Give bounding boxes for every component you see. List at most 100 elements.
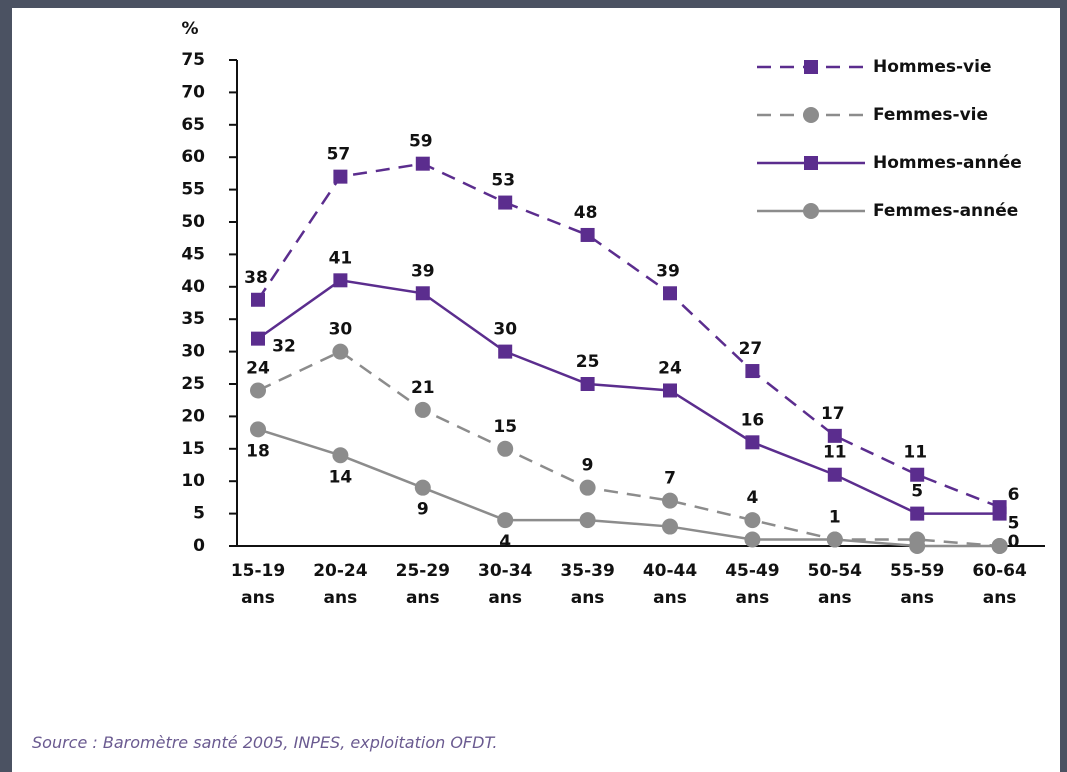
data-label: 30	[329, 320, 353, 340]
marker	[333, 169, 348, 184]
legend-label: Hommes-vie	[873, 57, 991, 77]
marker	[744, 512, 761, 529]
series-line	[257, 279, 1000, 515]
data-label: 7	[664, 469, 676, 489]
marker	[415, 286, 430, 301]
y-tick-label: 10	[181, 471, 205, 491]
x-tick-label: 35-39 ans	[560, 561, 615, 608]
data-label: 1	[829, 508, 841, 528]
x-tick-label: 55-59 ans	[890, 561, 945, 608]
data-label: 24	[658, 358, 682, 378]
y-tick-label: 25	[181, 374, 205, 394]
marker	[909, 538, 926, 554]
x-tick-label: 20-24 ans	[313, 561, 368, 608]
data-label: 9	[582, 456, 594, 476]
y-tick-label: 70	[181, 82, 205, 102]
y-tick-label: 5	[193, 504, 205, 524]
y-tick-label: 20	[181, 406, 205, 426]
legend-marker	[804, 60, 818, 74]
x-tick-label: 50-54 ans	[807, 561, 862, 608]
series-line	[257, 428, 1000, 548]
data-label: 0	[1008, 532, 1020, 552]
marker	[662, 492, 678, 509]
marker	[910, 506, 925, 521]
marker	[579, 479, 596, 496]
marker	[910, 467, 925, 482]
y-tick-label: 30	[181, 342, 205, 362]
marker	[498, 344, 513, 359]
data-label: 27	[739, 339, 763, 359]
data-label: 14	[329, 467, 353, 487]
data-label: 16	[741, 410, 765, 430]
data-label: 39	[411, 261, 435, 281]
marker	[745, 435, 760, 450]
marker	[498, 195, 513, 210]
marker	[497, 512, 514, 529]
y-tick-label: 65	[181, 115, 205, 135]
marker	[414, 401, 431, 418]
series-line	[256, 162, 1001, 509]
marker	[497, 440, 514, 457]
data-label: 25	[576, 352, 600, 372]
data-label: 21	[411, 378, 435, 398]
y-tick-label: 15	[181, 439, 205, 459]
legend-label: Femmes-vie	[873, 105, 988, 125]
series-line	[257, 350, 1000, 548]
y-tick-label: 50	[181, 212, 205, 232]
marker	[744, 531, 761, 548]
data-label: 11	[823, 443, 847, 463]
marker	[826, 531, 843, 548]
data-label: 57	[327, 145, 351, 165]
marker	[333, 273, 348, 288]
marker	[415, 156, 430, 171]
marker	[827, 428, 842, 443]
data-label: 30	[493, 320, 517, 340]
y-axis-label: %	[181, 19, 198, 39]
marker	[250, 421, 266, 438]
marker	[991, 538, 1008, 554]
chart-background	[12, 8, 1060, 772]
marker	[662, 518, 678, 535]
legend-marker	[803, 107, 819, 123]
y-tick-label: 45	[181, 244, 205, 264]
legend-label: Femmes-année	[873, 201, 1018, 221]
data-label: 39	[656, 261, 680, 281]
x-tick-label: 45-49 ans	[725, 561, 780, 608]
marker	[580, 377, 595, 391]
legend-label: Hommes-année	[873, 153, 1022, 173]
data-label: 18	[246, 441, 270, 461]
data-label: 5	[1008, 514, 1020, 534]
x-tick-label: 60-64 ans	[972, 561, 1027, 608]
marker	[250, 382, 266, 399]
y-tick-label: 60	[181, 147, 205, 167]
data-label: 5	[911, 482, 923, 502]
y-tick-label: 35	[181, 309, 205, 329]
y-tick-label: 0	[193, 536, 205, 556]
marker	[663, 286, 677, 301]
data-label: 9	[417, 500, 429, 520]
x-tick-label: 30-34 ans	[478, 561, 533, 608]
data-label: 15	[493, 417, 517, 437]
data-label: 38	[244, 268, 268, 288]
legend-marker	[803, 203, 819, 219]
x-tick-label: 15-19 ans	[230, 561, 286, 608]
marker	[332, 343, 349, 360]
data-label: 6	[1008, 485, 1020, 505]
data-label: 41	[329, 248, 353, 268]
y-tick-label: 75	[181, 50, 205, 70]
data-label: 59	[409, 132, 433, 152]
source: Source : Baromètre santé 2005, INPES, ex…	[32, 733, 498, 752]
marker	[332, 447, 349, 464]
y-tick-label: 55	[181, 180, 205, 200]
marker	[579, 512, 596, 529]
y-tick-label: 40	[181, 277, 205, 297]
marker	[251, 331, 265, 346]
data-label: 32	[272, 337, 296, 357]
marker	[663, 383, 677, 398]
data-label: 24	[246, 358, 270, 378]
data-label: 17	[821, 404, 845, 424]
data-label: 53	[491, 171, 515, 191]
marker	[580, 227, 595, 242]
